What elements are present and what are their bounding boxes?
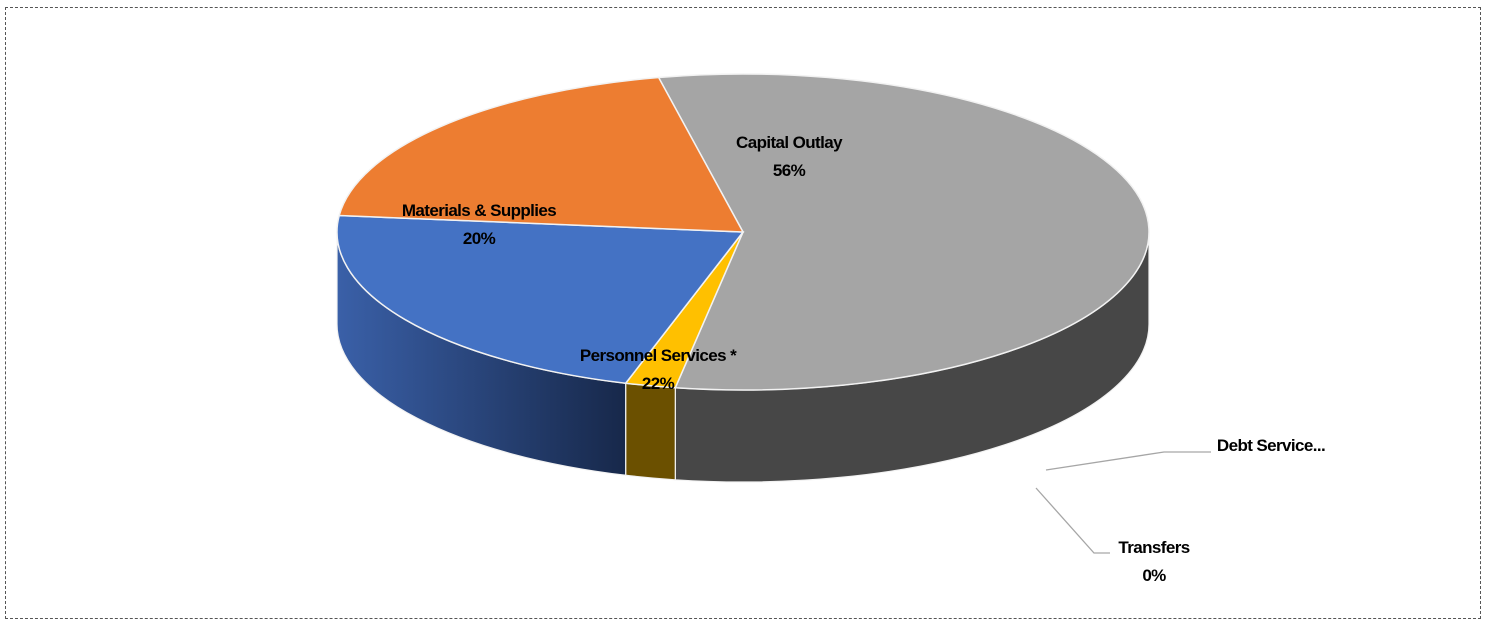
data-percent-capital-outlay: 56% <box>773 161 806 180</box>
slice-side-debt-service <box>625 382 676 481</box>
data-label-transfers: Transfers <box>1118 538 1189 557</box>
chart-frame: Capital Outlay 56% Debt Service... Transfer… <box>5 7 1481 619</box>
data-label-debt-service: Debt Service... <box>1217 436 1325 455</box>
slice-capital-outlay <box>657 73 1150 391</box>
data-label-personnel-services: Personnel Services * <box>580 346 737 365</box>
slice-personnel-services <box>336 214 745 385</box>
data-label-capital-outlay: Capital Outlay <box>736 133 843 152</box>
data-label-materials-supplies: Materials & Supplies <box>402 201 556 220</box>
pie-chart: Capital Outlay 56% Debt Service... Transfer… <box>336 73 1326 585</box>
leader-line-debt-service <box>1045 451 1211 471</box>
data-percent-transfers: 0% <box>1142 566 1166 585</box>
data-percent-materials-supplies: 20% <box>463 229 496 248</box>
data-percent-personnel-services: 22% <box>642 374 675 393</box>
slice-materials-supplies <box>338 76 745 233</box>
leader-line-transfers <box>1035 487 1110 554</box>
